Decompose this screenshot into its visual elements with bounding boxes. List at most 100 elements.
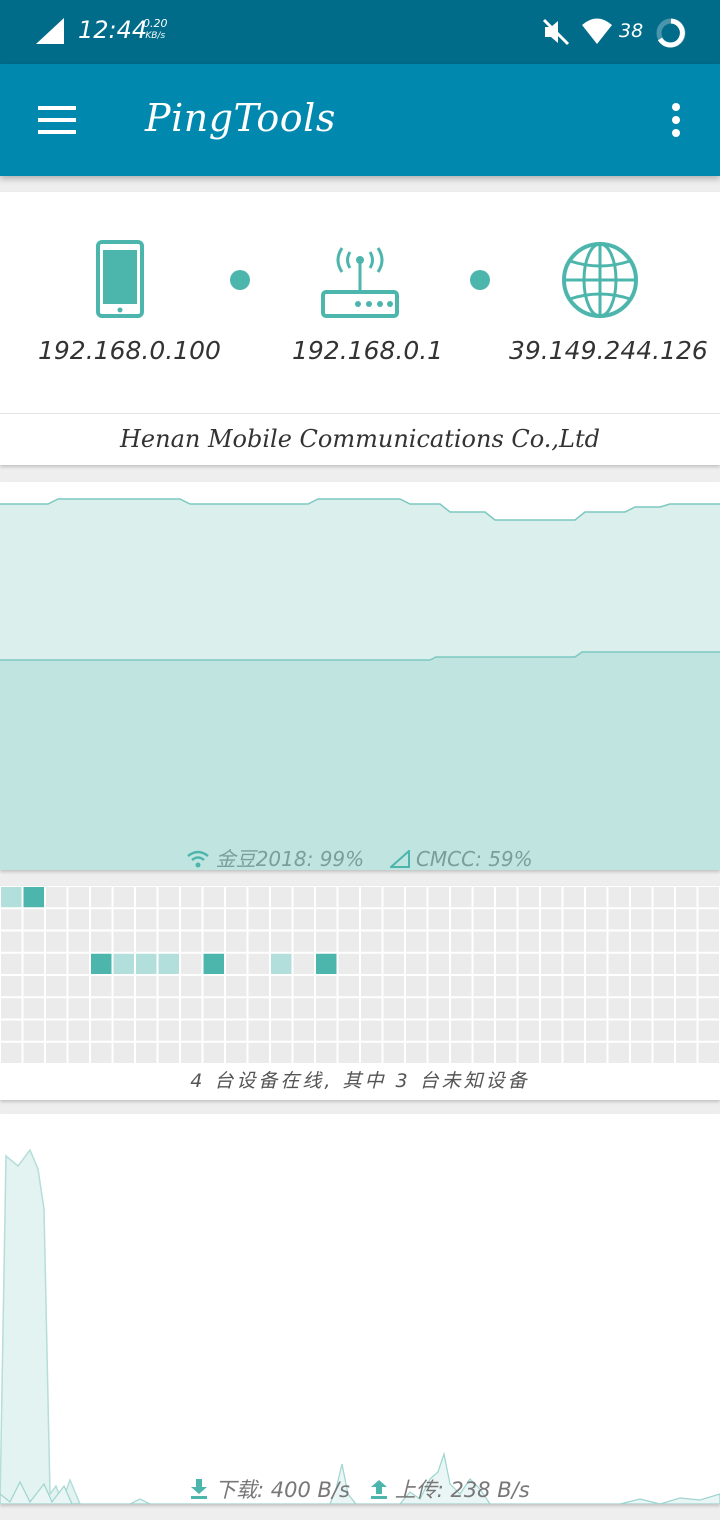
device-cell <box>383 1042 404 1063</box>
signal-chart <box>0 498 720 870</box>
device-cell <box>1 1042 22 1063</box>
device-cell <box>203 976 224 997</box>
device-cell <box>496 953 517 974</box>
upload-area <box>0 1451 720 1504</box>
device-cell <box>406 887 427 908</box>
device-cell <box>383 976 404 997</box>
device-cell-active[interactable] <box>1 887 22 908</box>
device-cell <box>473 931 494 952</box>
device-cell <box>698 887 719 908</box>
device-cell <box>496 887 517 908</box>
network-path-card[interactable] <box>0 192 720 465</box>
device-cell <box>293 976 314 997</box>
device-cell <box>451 1020 472 1041</box>
device-cell <box>698 998 719 1019</box>
device-cell <box>698 953 719 974</box>
device-cell <box>226 976 247 997</box>
device-cell <box>473 909 494 930</box>
device-cell <box>608 887 629 908</box>
device-cell <box>23 1042 44 1063</box>
device-cell <box>248 976 269 997</box>
device-cell <box>676 976 697 997</box>
device-cell <box>1 1020 22 1041</box>
device-cell <box>586 931 607 952</box>
traffic-card[interactable] <box>0 1114 720 1504</box>
device-cell <box>563 909 584 930</box>
device-cell-active[interactable] <box>23 887 45 908</box>
device-cell <box>46 1042 67 1063</box>
device-cell <box>181 931 202 952</box>
device-cell <box>136 1020 157 1041</box>
device-cell <box>473 998 494 1019</box>
device-cell <box>181 953 202 974</box>
device-cell <box>496 909 517 930</box>
device-cell <box>361 931 382 952</box>
device-cell <box>113 1042 134 1063</box>
device-cell <box>383 931 404 952</box>
device-cell <box>316 1020 337 1041</box>
device-cell <box>271 887 292 908</box>
more-vert-icon[interactable] <box>670 102 682 138</box>
device-cell <box>563 998 584 1019</box>
device-cell <box>361 1020 382 1041</box>
device-cell <box>46 1020 67 1041</box>
device-cell <box>23 953 44 974</box>
device-cell <box>46 909 67 930</box>
device-cell <box>68 931 89 952</box>
device-cell <box>271 976 292 997</box>
device-cell-active[interactable] <box>136 953 157 974</box>
device-cell <box>248 1020 269 1041</box>
device-cell-active[interactable] <box>91 953 112 974</box>
device-cell <box>271 931 292 952</box>
device-cell <box>136 998 157 1019</box>
device-cell <box>181 998 202 1019</box>
device-cell <box>316 909 337 930</box>
device-cell <box>158 909 179 930</box>
device-cell <box>338 1020 359 1041</box>
globe-icon <box>562 242 638 318</box>
device-cell <box>428 931 449 952</box>
device-cell-active[interactable] <box>203 953 225 974</box>
device-cell <box>91 887 112 908</box>
device-cell <box>608 931 629 952</box>
device-cell <box>518 1042 539 1063</box>
device-cell <box>226 909 247 930</box>
device-cell <box>46 976 67 997</box>
device-cell <box>226 1042 247 1063</box>
app-bar: PingTools <box>0 64 720 176</box>
device-cell-active[interactable] <box>113 953 135 974</box>
traffic-chart <box>0 1148 720 1504</box>
device-cell <box>181 1020 202 1041</box>
device-cell <box>608 953 629 974</box>
device-cell <box>676 909 697 930</box>
device-cell <box>181 909 202 930</box>
device-cell-active[interactable] <box>158 953 180 974</box>
device-cell <box>518 976 539 997</box>
device-cell <box>338 931 359 952</box>
device-cell <box>271 1042 292 1063</box>
device-cell <box>46 931 67 952</box>
device-cell <box>563 976 584 997</box>
device-cell-active[interactable] <box>271 953 292 974</box>
device-cell <box>676 953 697 974</box>
device-cell <box>473 953 494 974</box>
device-cell <box>406 953 427 974</box>
devices-caption: 4 台设备在线, 其中 3 台未知设备 <box>0 1064 720 1098</box>
device-cell <box>68 976 89 997</box>
signal-legend: 金豆2018: 99% CMCC: 59% <box>0 843 720 872</box>
device-cell <box>473 1020 494 1041</box>
net-speed-unit: KB/s <box>145 31 166 41</box>
device-cell <box>541 909 562 930</box>
device-cell <box>653 887 674 908</box>
device-cell <box>631 953 652 974</box>
device-cell <box>113 1020 134 1041</box>
device-cell <box>91 998 112 1019</box>
hamburger-menu-icon[interactable] <box>38 106 76 134</box>
signal-chart-card[interactable] <box>0 482 720 870</box>
device-cell <box>541 1020 562 1041</box>
cell-signal-icon <box>387 848 410 868</box>
device-cell <box>91 976 112 997</box>
device-cell <box>586 1042 607 1063</box>
device-cell-active[interactable] <box>316 953 337 974</box>
device-cell <box>563 1020 584 1041</box>
